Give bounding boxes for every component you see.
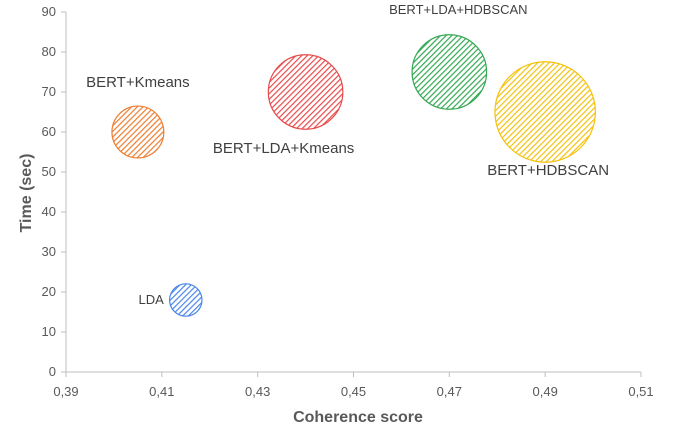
y-tick-label: 40 [42, 204, 56, 219]
y-tick-label: 60 [42, 124, 56, 139]
x-tick-label: 0,49 [533, 384, 558, 399]
x-tick-label: 0,51 [628, 384, 653, 399]
y-tick-label: 0 [49, 364, 56, 379]
bubbles [111, 34, 596, 317]
y-tick-labels: 0 10 20 30 40 50 60 70 80 90 [42, 4, 66, 379]
bubble-bert-lda-kmeans [267, 54, 344, 130]
y-tick-label: 30 [42, 244, 56, 259]
y-tick-label: 50 [42, 164, 56, 179]
bubble-bert-hdbscan [494, 61, 596, 163]
bubble-label-bert-hdbscan: BERT+HDBSCAN [487, 162, 609, 179]
x-tick-label: 0,41 [149, 384, 174, 399]
bubble-label-bert-lda-kmeans: BERT+LDA+Kmeans [213, 140, 354, 157]
x-tick-label: 0,43 [245, 384, 270, 399]
y-tick-label: 80 [42, 44, 56, 59]
x-axis-title: Coherence score [293, 409, 423, 426]
x-tick-label: 0,39 [53, 384, 78, 399]
x-tick-label: 0,45 [341, 384, 366, 399]
y-tick-label: 10 [42, 324, 56, 339]
bubble-labels: LDA BERT+Kmeans BERT+LDA+Kmeans BERT+LDA+HD… [86, 2, 609, 307]
y-tick-label: 90 [42, 4, 56, 19]
y-tick-label: 20 [42, 284, 56, 299]
bubble-label-bert-lda-hdbscan: BERT+LDA+HDBSCAN [389, 2, 527, 17]
y-axis-title: Time (sec) [18, 154, 35, 233]
x-tick-label: 0,47 [437, 384, 462, 399]
bubble-bert-lda-hdbscan [411, 34, 488, 110]
bubble-label-bert-kmeans: BERT+Kmeans [86, 74, 190, 91]
bubble-bert-kmeans [111, 105, 165, 159]
bubble-lda [168, 283, 203, 317]
bubble-label-lda: LDA [138, 292, 164, 307]
y-tick-label: 70 [42, 84, 56, 99]
x-tick-labels: 0,39 0,41 0,43 0,45 0,47 0,49 0,51 [53, 372, 654, 399]
